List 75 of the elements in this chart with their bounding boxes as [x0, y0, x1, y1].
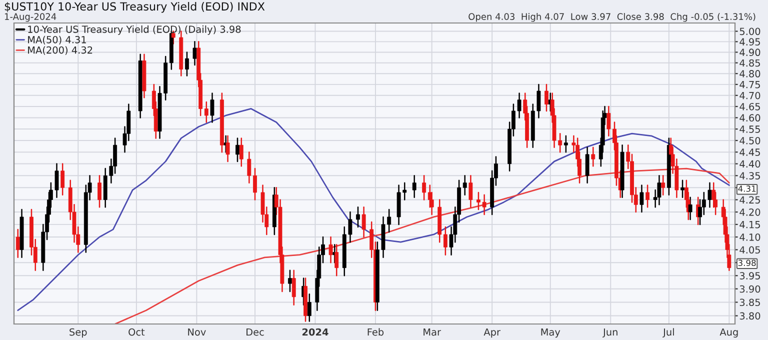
candlestick	[16, 228, 20, 258]
chart-subtitle: 1-Aug-2024	[4, 13, 56, 22]
x-tick-label: Aug	[720, 328, 738, 338]
y-tick-label: 4.65	[740, 102, 760, 110]
candlestick	[247, 151, 252, 184]
y-tick-label: 4.55	[740, 126, 760, 133]
x-tick-label: Oct	[128, 328, 145, 336]
candlestick	[443, 226, 448, 256]
candlestick	[236, 138, 240, 162]
y-tick-label: 3.80	[740, 312, 760, 320]
candlestick	[422, 175, 426, 200]
candlestick	[185, 52, 189, 76]
candlestick	[239, 138, 244, 167]
x-tick-label: Dec	[246, 328, 264, 336]
y-tick-label: 5.00	[740, 28, 760, 36]
y-tick-label: 4.25	[740, 196, 760, 204]
legend-label: MA(200) 4.32	[28, 46, 92, 55]
candlestick	[462, 175, 467, 196]
candlestick	[680, 180, 684, 198]
candlestick	[591, 146, 596, 167]
y-tick-label: 4.10	[740, 233, 760, 241]
x-tick-label: Sep	[70, 328, 87, 338]
candlestick	[307, 294, 312, 322]
candlestick	[60, 163, 65, 196]
candlestick	[661, 175, 666, 196]
x-tick-label: Mar	[424, 328, 441, 336]
candlestick	[468, 175, 473, 208]
line-series	[17, 108, 730, 312]
y-tick-label: 4.20	[740, 208, 760, 216]
y-tick-label: 4.85	[740, 59, 760, 67]
candlestick	[328, 236, 333, 264]
y-tick-label: 4.05	[740, 246, 760, 254]
x-tick-label: Jul	[662, 328, 674, 338]
candlestick	[204, 101, 208, 123]
x-tick-label: Jun	[602, 328, 618, 338]
candlestick	[564, 135, 568, 153]
text: Open 4.03 High 4.07 Low 3.97 Close 3.98 Chg -0.05 (-1.31%)	[468, 13, 756, 22]
y-tick-label: 4.95	[740, 38, 760, 46]
y-tick-label: 4.35	[740, 172, 760, 180]
x-tick-label: Nov	[188, 328, 206, 336]
chart-title: $UST10Y 10-Year US Treasury Yield (EOD) INDX	[4, 2, 265, 13]
x-tick-label: Feb	[368, 328, 384, 336]
y-tick-label: 4.40	[740, 160, 760, 168]
candlestick	[412, 175, 416, 198]
y-tick-label: 4.45	[740, 148, 760, 156]
candlestick	[253, 168, 257, 200]
candlestick	[288, 270, 292, 292]
y-tick-label: 4.60	[740, 114, 760, 122]
x-tick-label: 2024	[302, 328, 328, 336]
candlestick	[362, 206, 366, 238]
y-tick-label: 4.90	[740, 48, 760, 56]
y-tick-label: 4.70	[740, 92, 760, 100]
legend-label: MA(50) 4.31	[28, 36, 86, 44]
candlestick	[585, 146, 590, 184]
y-tick-label: 3.85	[740, 298, 760, 306]
candlestick	[210, 92, 214, 123]
candlestick	[98, 175, 102, 208]
y-tick-label: 3.90	[740, 285, 760, 293]
y-tick-label: 4.80	[740, 70, 760, 78]
candlestick	[640, 184, 644, 213]
y-tick-label: 4.50	[740, 136, 760, 144]
candlestick	[192, 41, 197, 66]
y-tick-label: 4.15	[740, 221, 760, 228]
candlestick	[688, 196, 692, 220]
candlestick	[292, 270, 296, 306]
y-tick-label: 3.95	[740, 272, 760, 280]
candlestick	[646, 184, 650, 208]
x-tick-label: May	[541, 328, 560, 338]
legend-label: 10-Year US Treasury Yield (EOD) (Daily) 3.98	[28, 25, 241, 35]
annotation: 4.31	[738, 186, 756, 192]
annotation: 3.98	[738, 260, 756, 266]
y-tick-label: 4.75	[740, 81, 760, 88]
x-tick-label: Apr	[484, 328, 500, 338]
candlestick	[657, 175, 662, 206]
candlestick	[356, 206, 360, 228]
